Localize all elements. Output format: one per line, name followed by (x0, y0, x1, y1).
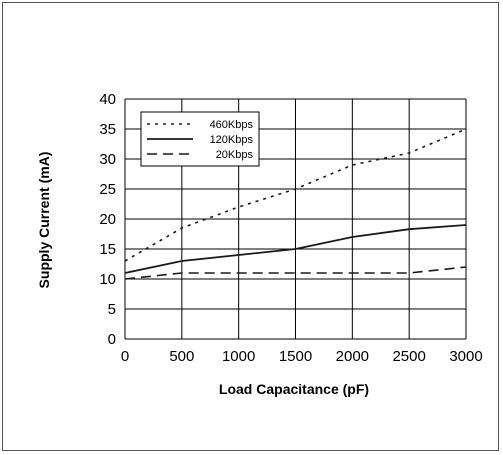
y-axis-title: Supply Current (mA) (36, 152, 52, 289)
y-tick-label: 30 (99, 151, 116, 168)
x-tick-label: 2500 (392, 348, 425, 365)
y-tick-label: 10 (99, 271, 116, 288)
x-tick-label: 2000 (336, 348, 369, 365)
x-tick-label: 500 (169, 348, 194, 365)
grid (124, 98, 467, 340)
y-tick-label: 25 (99, 181, 116, 198)
series-line-120kbps (124, 224, 467, 274)
x-tick-label: 1000 (222, 348, 255, 365)
tick-labels: 0 5 10 15 20 25 30 35 40 0 500 1000 1500 2000 2500 3000 (99, 91, 482, 365)
y-tick-label: 0 (108, 331, 116, 348)
x-tick-label: 0 (121, 348, 129, 365)
chart-frame (2, 2, 499, 451)
legend-label: 20Kbps (216, 149, 254, 161)
legend-label: 120Kbps (210, 134, 254, 146)
y-tick-label: 40 (99, 91, 116, 108)
x-axis-title: Load Capacitance (pF) (219, 381, 369, 397)
x-tick-label: 3000 (449, 348, 482, 365)
y-tick-label: 15 (99, 241, 116, 258)
y-tick-label: 35 (99, 121, 116, 138)
y-tick-label: 5 (108, 301, 116, 318)
legend-label: 460Kbps (210, 119, 254, 131)
y-tick-label: 20 (99, 211, 116, 228)
series-line-460kbps (124, 128, 467, 262)
series-line-20kbps (124, 266, 467, 280)
series-group (124, 128, 467, 280)
legend: 460Kbps 120Kbps 20Kbps (140, 111, 260, 167)
x-tick-label: 1500 (279, 348, 312, 365)
